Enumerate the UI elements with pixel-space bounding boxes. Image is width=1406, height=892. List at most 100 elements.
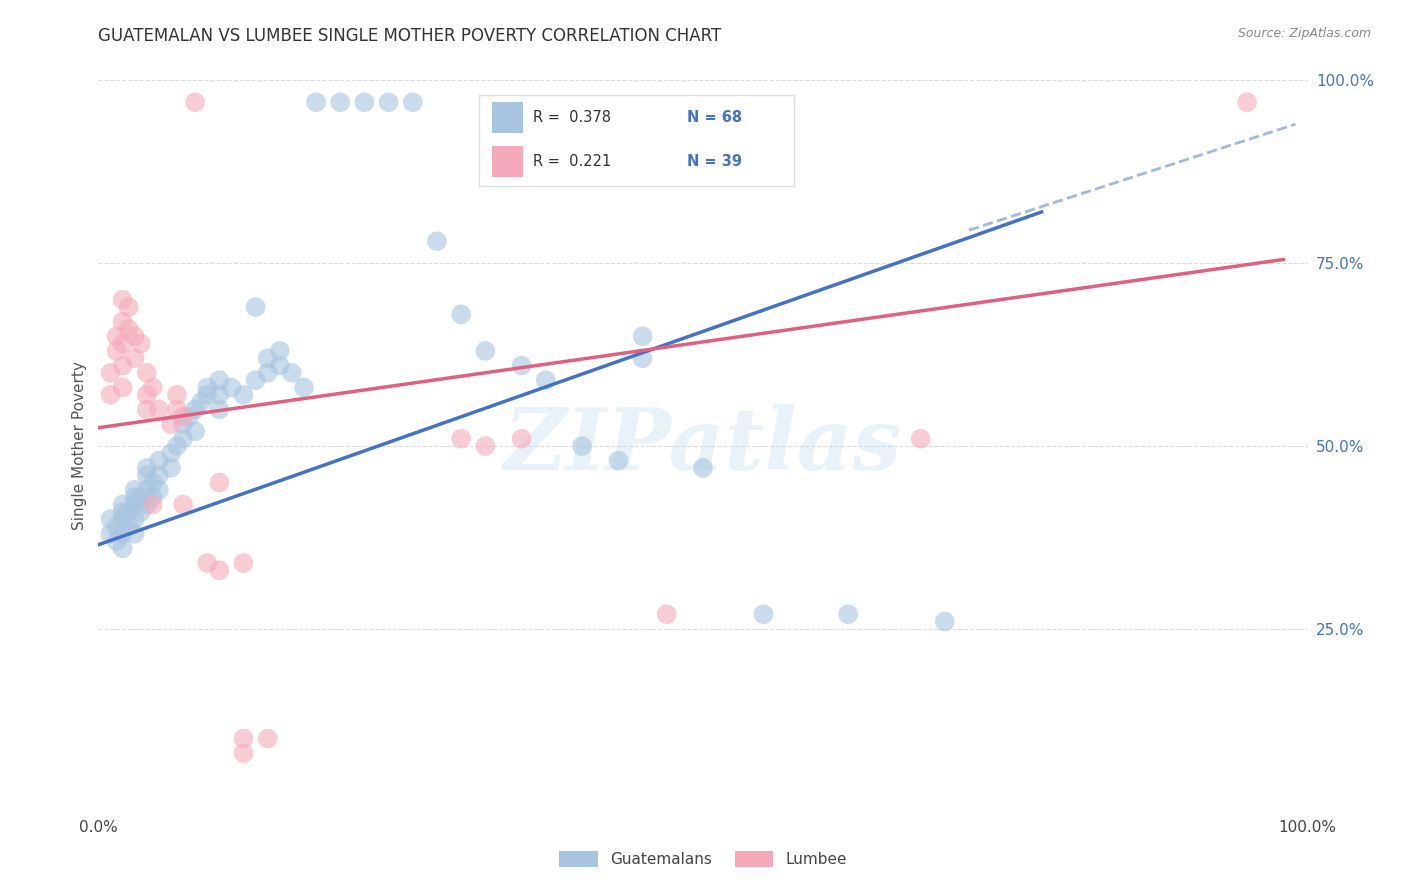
Point: [124, 483, 146, 497]
Point: [124, 351, 146, 366]
Point: [329, 95, 352, 110]
Point: [105, 519, 128, 533]
Point: [142, 498, 165, 512]
Point: [105, 343, 128, 358]
Point: [910, 432, 932, 446]
Point: [208, 563, 231, 577]
Point: [160, 461, 183, 475]
Point: [450, 307, 472, 321]
Point: [118, 505, 141, 519]
Point: [837, 607, 859, 622]
Point: [166, 388, 188, 402]
Point: [135, 402, 157, 417]
Point: [692, 461, 714, 475]
Point: [148, 402, 170, 417]
Point: [208, 388, 231, 402]
Point: [124, 526, 146, 541]
Point: [135, 461, 157, 475]
Point: [208, 475, 231, 490]
Point: [269, 343, 291, 358]
Point: [111, 526, 134, 541]
Point: [245, 373, 267, 387]
Point: [100, 526, 122, 541]
Point: [190, 395, 212, 409]
Point: [402, 95, 425, 110]
Point: [269, 359, 291, 373]
Point: [135, 483, 157, 497]
Point: [148, 453, 170, 467]
Point: [474, 439, 496, 453]
Text: Source: ZipAtlas.com: Source: ZipAtlas.com: [1237, 27, 1371, 40]
Text: ZIPatlas: ZIPatlas: [503, 404, 903, 488]
Point: [111, 293, 134, 307]
Point: [135, 388, 157, 402]
Point: [111, 380, 134, 394]
Point: [111, 498, 134, 512]
Point: [934, 615, 956, 629]
Point: [118, 300, 141, 314]
Legend: Guatemalans, Lumbee: Guatemalans, Lumbee: [554, 845, 852, 873]
Point: [142, 490, 165, 504]
Point: [232, 388, 254, 402]
Point: [129, 505, 152, 519]
Point: [1236, 95, 1258, 110]
Point: [305, 95, 328, 110]
Point: [245, 300, 267, 314]
Point: [655, 607, 678, 622]
Text: GUATEMALAN VS LUMBEE SINGLE MOTHER POVERTY CORRELATION CHART: GUATEMALAN VS LUMBEE SINGLE MOTHER POVER…: [98, 27, 721, 45]
Point: [195, 380, 218, 394]
Point: [142, 475, 165, 490]
Point: [105, 329, 128, 343]
Point: [450, 432, 472, 446]
Point: [118, 322, 141, 336]
Point: [111, 336, 134, 351]
Point: [124, 329, 146, 343]
Point: [208, 402, 231, 417]
Point: [111, 541, 134, 556]
Point: [256, 351, 278, 366]
Point: [172, 498, 194, 512]
Point: [172, 417, 194, 431]
Y-axis label: Single Mother Poverty: Single Mother Poverty: [72, 361, 87, 531]
Point: [100, 512, 122, 526]
Point: [124, 498, 146, 512]
Point: [100, 366, 122, 380]
Point: [135, 498, 157, 512]
Point: [281, 366, 304, 380]
Point: [534, 373, 557, 387]
Point: [179, 409, 201, 424]
Point: [129, 490, 152, 504]
Point: [160, 417, 183, 431]
Point: [353, 95, 375, 110]
Point: [510, 359, 533, 373]
Point: [571, 439, 593, 453]
Point: [166, 439, 188, 453]
Point: [631, 351, 654, 366]
Point: [631, 329, 654, 343]
Point: [111, 512, 134, 526]
Point: [148, 483, 170, 497]
Point: [160, 446, 183, 460]
Point: [221, 380, 243, 394]
Point: [195, 388, 218, 402]
Point: [752, 607, 775, 622]
Point: [124, 490, 146, 504]
Point: [142, 380, 165, 394]
Point: [124, 512, 146, 526]
Point: [135, 468, 157, 483]
Point: [129, 336, 152, 351]
Point: [256, 731, 278, 746]
Point: [184, 425, 207, 439]
Point: [184, 402, 207, 417]
Point: [195, 556, 218, 570]
Point: [135, 366, 157, 380]
Point: [148, 468, 170, 483]
Point: [256, 366, 278, 380]
Point: [426, 234, 449, 248]
Point: [208, 373, 231, 387]
Point: [232, 746, 254, 760]
Point: [292, 380, 315, 394]
Point: [100, 388, 122, 402]
Point: [172, 409, 194, 424]
Point: [607, 453, 630, 467]
